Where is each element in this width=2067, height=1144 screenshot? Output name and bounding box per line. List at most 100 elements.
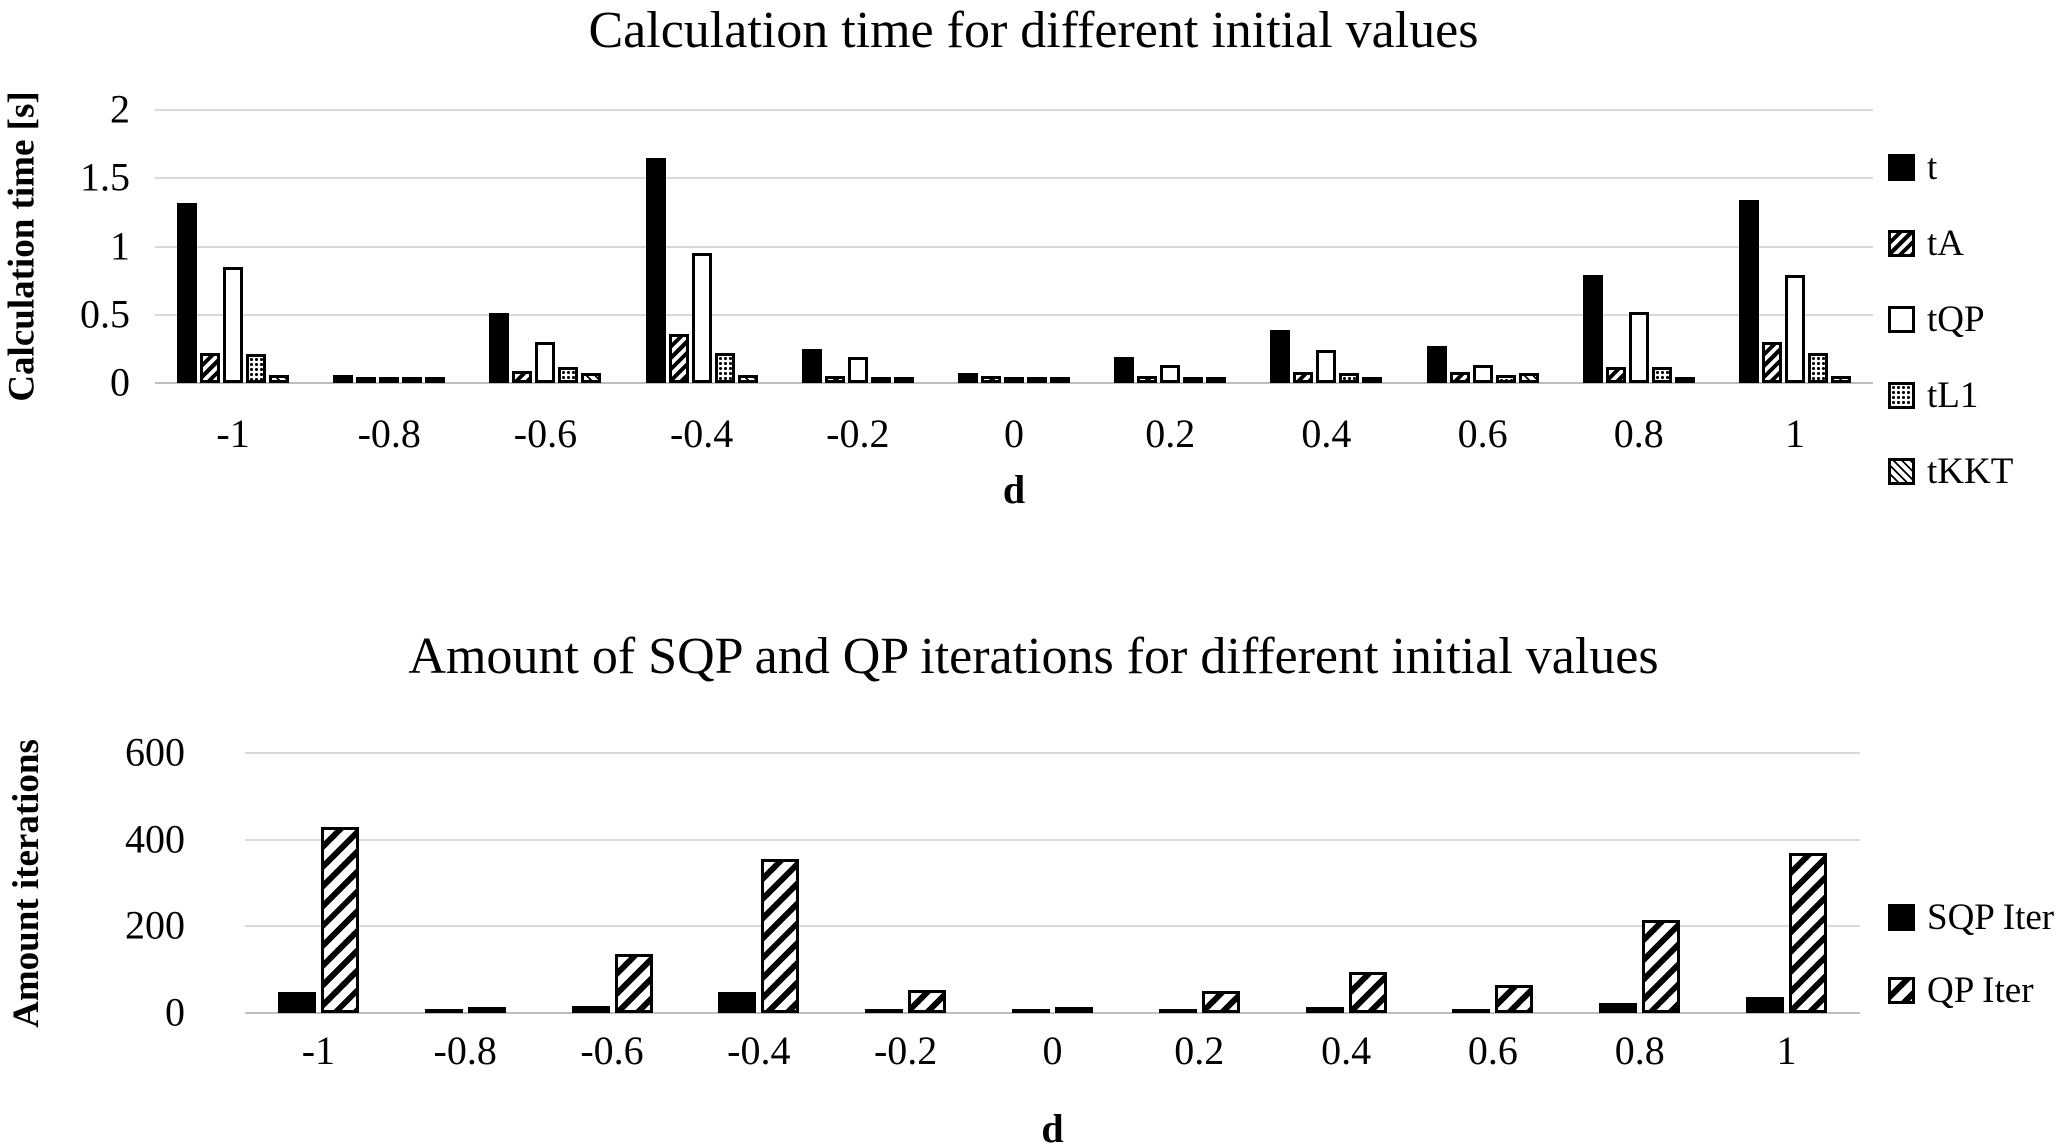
x-axis-line [245, 1012, 1860, 1014]
bar-ta [1137, 376, 1158, 383]
bar-groups [245, 753, 1860, 1013]
bar-tl1 [870, 377, 891, 383]
bar-sqp-iter [1305, 1007, 1344, 1013]
bar-group-d-0 [936, 110, 1092, 383]
bar-group-d-0.2 [1126, 753, 1273, 1013]
y-tick-label: 0 [165, 989, 185, 1035]
bar-qp-iter [1348, 972, 1387, 1013]
bar-tl1 [558, 367, 579, 383]
bar-sqp-iter [571, 1006, 610, 1013]
x-tick-label: 0 [1042, 1028, 1063, 1073]
bar-qp-iter [467, 1007, 506, 1013]
bar-qp-iter [614, 954, 653, 1013]
x-tick-label: -0.4 [669, 411, 734, 456]
y-tick-label: 1.5 [80, 154, 130, 200]
bar-groups [155, 110, 1873, 383]
y-tick-label: 400 [125, 816, 185, 862]
legend-swatch-sqp-iter [1888, 904, 1915, 931]
iterations-chart: Amount of SQP and QP iterations for diff… [0, 560, 2067, 1144]
legend-label: tA [1927, 223, 1964, 264]
legend-label: tQP [1927, 299, 1985, 340]
bar-group-d-0.4 [1248, 110, 1404, 383]
bar-tkkt [1050, 377, 1071, 383]
bar-ta [981, 376, 1002, 383]
bar-tqp [691, 253, 712, 383]
bar-qp-iter [320, 827, 359, 1013]
bar-ta [1761, 342, 1782, 383]
bar-tqp [1472, 365, 1493, 383]
bar-group-d--1 [245, 753, 392, 1013]
x-tick-label: 0.8 [1613, 411, 1664, 456]
bar-group-d--0.8 [311, 110, 467, 383]
bar-tkkt [737, 375, 758, 383]
bar-tkkt [893, 377, 914, 383]
bar-qp-iter [1495, 985, 1534, 1013]
legend-swatch-tqp [1888, 306, 1915, 333]
x-tick-label: -0.8 [433, 1028, 497, 1073]
legend-label: t [1927, 147, 1938, 188]
gridline [245, 752, 1860, 754]
chart-title: Calculation time for different initial v… [588, 2, 1479, 59]
bar-tl1 [1027, 377, 1048, 383]
gridline [245, 838, 1860, 841]
bar-t [1114, 357, 1135, 383]
bar-sqp-iter [1599, 1003, 1638, 1013]
legend-item-tkkt: tKKT [1888, 450, 2013, 493]
bar-tqp [1004, 377, 1025, 383]
y-axis-ticks: 600 400 200 0 [0, 730, 185, 1035]
y-tick-label: 600 [125, 729, 185, 775]
bar-group-d-1 [1717, 110, 1873, 383]
bar-group-d--1 [155, 110, 311, 383]
legend-swatch-ta [1888, 230, 1915, 257]
x-axis-ticks: -1 -0.8 -0.6 -0.4 -0.2 0 0.2 0.4 0.6 0.8 1 [155, 410, 1873, 457]
bar-t [801, 349, 822, 383]
bar-ta [1293, 372, 1314, 383]
gridline [155, 177, 1873, 180]
x-tick-label: 0.6 [1457, 411, 1508, 456]
x-axis-title: d [1041, 1106, 1064, 1144]
bar-ta [512, 371, 533, 383]
bar-t [645, 158, 666, 383]
x-tick-label: -0.4 [727, 1028, 791, 1073]
bar-tl1 [1339, 373, 1360, 383]
bar-tqp [1316, 350, 1337, 383]
bar-tl1 [246, 354, 267, 383]
bar-sqp-iter [1158, 1009, 1197, 1013]
x-tick-label: 0.2 [1145, 411, 1196, 456]
bar-tkkt [1362, 377, 1383, 383]
legend-swatch-tkkt [1888, 458, 1915, 485]
x-tick-label: 0.8 [1614, 1028, 1665, 1073]
bar-t [958, 373, 979, 383]
x-tick-label: -0.6 [513, 411, 578, 456]
bar-sqp-iter [865, 1009, 904, 1013]
bar-ta [824, 376, 845, 383]
bar-ta [356, 377, 377, 383]
bar-qp-iter [761, 859, 800, 1013]
bar-tqp [223, 267, 244, 383]
bar-t [489, 313, 510, 383]
y-tick-label: 0.5 [80, 291, 130, 337]
bar-tqp [847, 357, 868, 383]
bar-sqp-iter [424, 1009, 463, 1013]
x-axis-title: d [1002, 467, 1026, 512]
gridline [245, 925, 1860, 928]
bar-t [1426, 346, 1447, 383]
bar-group-d-1 [1713, 753, 1860, 1013]
bar-t [1582, 275, 1603, 383]
legend: SQP Iter QP Iter [1888, 896, 2054, 1012]
bar-qp-iter [1642, 920, 1681, 1013]
x-tick-label: 0.2 [1174, 1028, 1225, 1073]
bar-sqp-iter [277, 992, 316, 1013]
y-tick-label: 0 [110, 359, 130, 405]
bar-group-d--0.8 [392, 753, 539, 1013]
bar-group-d-0 [979, 753, 1126, 1013]
bar-sqp-iter [718, 992, 757, 1013]
bar-tl1 [1807, 353, 1828, 383]
bar-ta [200, 353, 221, 383]
legend-swatch-qp-iter [1888, 977, 1915, 1004]
bar-group-d--0.4 [685, 753, 832, 1013]
legend-item-tqp: tQP [1888, 298, 2013, 341]
bar-group-d--0.6 [539, 753, 686, 1013]
legend-swatch-t [1888, 154, 1915, 181]
